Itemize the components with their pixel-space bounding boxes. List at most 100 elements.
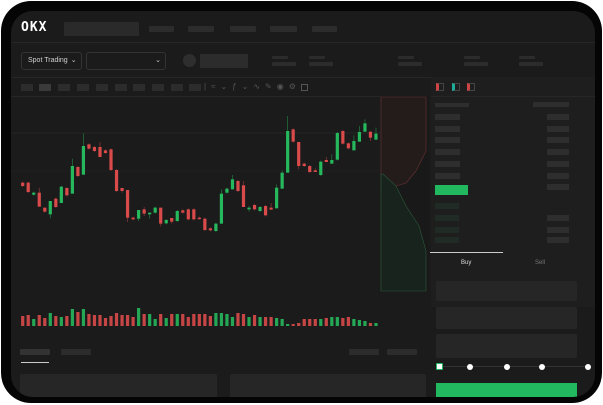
timeframe-button-active[interactable] (39, 84, 51, 91)
trading-mode-dropdown[interactable]: Spot Trading ⌄ (21, 52, 82, 70)
nav-item[interactable] (149, 26, 174, 32)
candle[interactable] (324, 160, 328, 162)
candle[interactable] (98, 147, 102, 157)
candle[interactable] (54, 198, 58, 207)
candle[interactable] (175, 211, 179, 221)
total-input[interactable] (436, 334, 577, 358)
candle[interactable] (197, 217, 201, 220)
candle[interactable] (142, 209, 146, 214)
timeframe-button[interactable] (21, 84, 33, 91)
candle[interactable] (230, 179, 235, 190)
candle[interactable] (341, 131, 345, 144)
candle[interactable] (203, 218, 207, 230)
candle[interactable] (297, 142, 301, 166)
candle[interactable] (363, 123, 367, 132)
amount-slider-track[interactable] (439, 366, 589, 367)
candle[interactable] (87, 144, 91, 149)
candle[interactable] (181, 210, 185, 213)
candle[interactable] (159, 207, 163, 224)
candle[interactable] (319, 161, 323, 175)
nav-item[interactable] (312, 26, 337, 32)
candle[interactable] (32, 192, 36, 195)
timeframe-button[interactable] (171, 84, 183, 91)
search-bar[interactable] (64, 22, 139, 36)
candle[interactable] (368, 131, 373, 138)
candle[interactable] (153, 207, 157, 213)
candle[interactable] (263, 206, 268, 216)
slider-mark-25[interactable] (467, 364, 473, 370)
candle[interactable] (313, 170, 317, 172)
candle[interactable] (164, 220, 168, 224)
okx-logo[interactable]: OKX (21, 20, 48, 35)
filter-button[interactable] (349, 349, 379, 355)
orderbook-both-icon[interactable] (436, 83, 444, 91)
candle[interactable] (357, 132, 362, 142)
candle[interactable] (286, 131, 290, 173)
candle[interactable] (43, 207, 47, 212)
candle[interactable] (186, 209, 190, 220)
chevron-down-icon[interactable]: ⌄ (241, 82, 249, 91)
timeframe-button[interactable] (189, 84, 201, 91)
timeframe-button[interactable] (152, 84, 164, 91)
candle[interactable] (125, 190, 130, 218)
indicator-icon[interactable]: ƒ (232, 82, 237, 91)
candle[interactable] (214, 223, 218, 231)
nav-item[interactable] (188, 26, 214, 32)
candle[interactable] (81, 146, 86, 175)
buy-button[interactable] (436, 383, 577, 397)
candle[interactable] (103, 150, 108, 153)
candle[interactable] (225, 188, 229, 193)
candle[interactable] (241, 185, 246, 207)
candle[interactable] (302, 163, 306, 166)
orderbook-bids-icon[interactable] (452, 83, 460, 91)
price-input[interactable] (436, 281, 577, 301)
candle[interactable] (275, 187, 279, 209)
filter-button[interactable] (387, 349, 417, 355)
settings-icon[interactable]: ⚙ (288, 82, 296, 91)
candle[interactable] (346, 143, 350, 149)
orderbook-asks-icon[interactable] (467, 83, 475, 91)
tab-buy[interactable]: Buy (461, 260, 472, 266)
chevron-down-icon[interactable]: ⌄ (220, 82, 228, 91)
candle[interactable] (308, 166, 312, 172)
candle[interactable] (137, 210, 141, 219)
candle[interactable] (109, 149, 113, 170)
candle[interactable] (59, 186, 63, 203)
candle[interactable] (131, 217, 135, 220)
slider-mark-50[interactable] (504, 364, 510, 370)
candle[interactable] (114, 170, 119, 191)
candle[interactable] (258, 207, 262, 211)
amount-input[interactable] (436, 307, 577, 329)
candle[interactable] (92, 147, 97, 151)
timeframe-button[interactable] (115, 84, 127, 91)
candle[interactable] (352, 141, 356, 151)
candle[interactable] (208, 228, 212, 231)
nav-item[interactable] (230, 26, 256, 32)
tab-sell[interactable]: Sell (535, 260, 546, 266)
fullscreen-icon[interactable] (300, 83, 308, 91)
draw-icon[interactable]: ✎ (265, 82, 272, 91)
candle[interactable] (148, 212, 152, 215)
candle[interactable] (247, 207, 251, 210)
candle[interactable] (65, 188, 69, 196)
slider-mark-100[interactable] (585, 364, 591, 370)
candle[interactable] (374, 133, 378, 140)
candle[interactable] (170, 218, 174, 222)
candle[interactable] (280, 172, 284, 189)
candle[interactable] (330, 160, 334, 164)
candle[interactable] (21, 182, 25, 186)
candle[interactable] (236, 181, 240, 191)
candle[interactable] (76, 167, 80, 176)
nav-item[interactable] (270, 26, 297, 32)
tab-order-history[interactable] (61, 349, 91, 355)
pair-dropdown[interactable]: ⌄ (86, 52, 166, 70)
candle[interactable] (192, 209, 196, 220)
candle[interactable] (120, 188, 124, 191)
timeframe-button[interactable] (133, 84, 145, 91)
amount-slider-handle[interactable] (436, 363, 443, 370)
candle[interactable] (269, 207, 273, 210)
line-icon[interactable]: ∿ (253, 82, 261, 91)
slider-mark-75[interactable] (539, 364, 545, 370)
camera-icon[interactable]: ◉ (276, 82, 284, 91)
candle[interactable] (48, 201, 52, 215)
